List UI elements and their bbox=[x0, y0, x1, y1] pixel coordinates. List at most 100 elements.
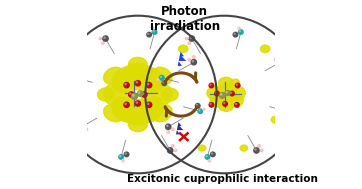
Circle shape bbox=[80, 130, 84, 134]
Circle shape bbox=[277, 59, 283, 66]
Circle shape bbox=[166, 130, 170, 134]
Ellipse shape bbox=[138, 67, 164, 92]
Circle shape bbox=[156, 78, 160, 81]
Circle shape bbox=[220, 93, 223, 96]
Circle shape bbox=[210, 151, 216, 157]
Circle shape bbox=[152, 29, 157, 35]
Ellipse shape bbox=[260, 45, 270, 53]
Circle shape bbox=[211, 152, 213, 155]
Ellipse shape bbox=[112, 97, 137, 122]
Circle shape bbox=[167, 147, 173, 154]
Ellipse shape bbox=[210, 97, 222, 107]
Circle shape bbox=[224, 90, 231, 96]
Circle shape bbox=[209, 84, 212, 86]
Circle shape bbox=[171, 128, 174, 131]
Circle shape bbox=[219, 92, 226, 99]
Ellipse shape bbox=[152, 105, 172, 122]
Circle shape bbox=[151, 27, 155, 30]
Circle shape bbox=[206, 155, 208, 157]
Circle shape bbox=[254, 148, 257, 151]
Circle shape bbox=[234, 102, 240, 108]
Polygon shape bbox=[176, 122, 183, 134]
Circle shape bbox=[161, 80, 167, 86]
Ellipse shape bbox=[97, 88, 114, 101]
Ellipse shape bbox=[152, 67, 172, 84]
Circle shape bbox=[167, 131, 168, 132]
Circle shape bbox=[239, 30, 241, 32]
Circle shape bbox=[274, 58, 277, 61]
Circle shape bbox=[141, 91, 148, 98]
Circle shape bbox=[159, 75, 165, 81]
Ellipse shape bbox=[121, 100, 155, 125]
Circle shape bbox=[214, 91, 220, 97]
Ellipse shape bbox=[141, 82, 173, 107]
Circle shape bbox=[85, 128, 87, 130]
Circle shape bbox=[119, 155, 121, 157]
Circle shape bbox=[132, 94, 135, 97]
Circle shape bbox=[285, 109, 287, 112]
Circle shape bbox=[142, 92, 145, 95]
Ellipse shape bbox=[219, 77, 233, 89]
Ellipse shape bbox=[231, 96, 243, 107]
Circle shape bbox=[102, 42, 103, 43]
Circle shape bbox=[101, 41, 105, 45]
Circle shape bbox=[166, 125, 169, 127]
Circle shape bbox=[205, 154, 210, 160]
Circle shape bbox=[174, 149, 176, 151]
Circle shape bbox=[209, 102, 214, 108]
Circle shape bbox=[146, 16, 303, 173]
Circle shape bbox=[129, 92, 132, 95]
Ellipse shape bbox=[271, 116, 279, 123]
Circle shape bbox=[75, 80, 81, 86]
Circle shape bbox=[281, 103, 287, 109]
Ellipse shape bbox=[240, 145, 248, 151]
Circle shape bbox=[81, 131, 82, 132]
Circle shape bbox=[188, 58, 191, 61]
Circle shape bbox=[188, 41, 191, 45]
Circle shape bbox=[73, 76, 76, 78]
Circle shape bbox=[122, 160, 123, 161]
Circle shape bbox=[162, 81, 165, 84]
Ellipse shape bbox=[178, 45, 188, 53]
Circle shape bbox=[282, 104, 284, 106]
Circle shape bbox=[125, 83, 127, 85]
Circle shape bbox=[146, 82, 152, 88]
Circle shape bbox=[274, 58, 276, 60]
Circle shape bbox=[172, 128, 173, 130]
Circle shape bbox=[233, 33, 236, 35]
Circle shape bbox=[193, 56, 194, 57]
Circle shape bbox=[222, 101, 228, 107]
Circle shape bbox=[138, 91, 140, 94]
Circle shape bbox=[98, 37, 102, 40]
Circle shape bbox=[230, 92, 232, 94]
Circle shape bbox=[121, 159, 125, 162]
Circle shape bbox=[76, 81, 78, 84]
Circle shape bbox=[118, 154, 124, 160]
Ellipse shape bbox=[103, 82, 135, 107]
Circle shape bbox=[173, 149, 177, 152]
Circle shape bbox=[203, 108, 204, 110]
Circle shape bbox=[215, 92, 217, 94]
Ellipse shape bbox=[138, 97, 164, 122]
Ellipse shape bbox=[214, 84, 237, 103]
Text: irradiation: irradiation bbox=[150, 20, 220, 33]
Circle shape bbox=[157, 78, 158, 80]
Circle shape bbox=[197, 108, 203, 114]
Circle shape bbox=[85, 128, 88, 131]
Circle shape bbox=[80, 125, 82, 127]
Circle shape bbox=[131, 93, 138, 100]
Circle shape bbox=[238, 29, 244, 35]
Circle shape bbox=[261, 149, 262, 151]
Circle shape bbox=[168, 148, 171, 151]
Circle shape bbox=[103, 36, 106, 39]
Circle shape bbox=[152, 27, 153, 29]
Circle shape bbox=[208, 160, 209, 161]
Circle shape bbox=[257, 144, 261, 148]
Circle shape bbox=[232, 32, 239, 38]
Circle shape bbox=[99, 37, 101, 39]
Circle shape bbox=[147, 103, 150, 105]
Circle shape bbox=[134, 100, 141, 107]
Circle shape bbox=[278, 60, 281, 63]
Circle shape bbox=[147, 33, 150, 35]
Ellipse shape bbox=[129, 117, 147, 132]
